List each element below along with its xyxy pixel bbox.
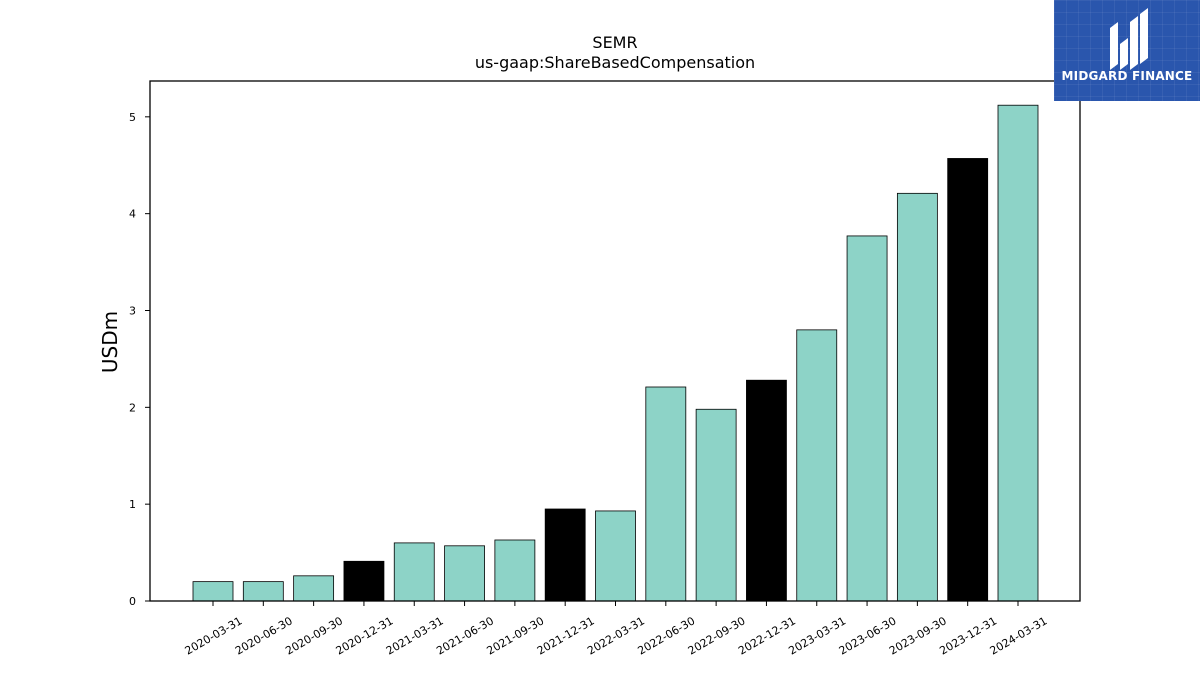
x-axis: 2020-03-312020-06-302020-09-302020-12-31… (183, 601, 1050, 658)
y-axis-label: USDm (98, 311, 122, 373)
bar-2021-06-30 (444, 545, 485, 602)
bar-2020-06-30 (242, 581, 284, 602)
bar-2022-06-30 (645, 386, 687, 602)
y-tick-label: 4 (129, 208, 136, 221)
bar-2024-03-31 (997, 104, 1039, 602)
bar-2023-06-30 (846, 235, 888, 602)
logo-text: MIDGARD FINANCE (1061, 69, 1193, 83)
y-axis: 0 1 2 3 4 5 (129, 111, 150, 608)
x-tick-label: 2024-03-31 (988, 614, 1050, 657)
bar-2022-12-31 (746, 379, 787, 602)
midgard-logo: MIDGARD FINANCE (1054, 0, 1200, 101)
chart-title: SEMR (592, 33, 637, 52)
bar-2020-03-31 (192, 581, 234, 602)
bar-2021-12-31 (544, 508, 586, 602)
chart-subtitle: us-gaap:ShareBasedCompensation (475, 53, 755, 72)
bar-series (192, 104, 1039, 602)
bar-2020-12-31 (343, 560, 385, 602)
bar-2020-09-30 (293, 575, 335, 602)
bar-2021-09-30 (494, 539, 536, 602)
y-tick-label: 0 (129, 595, 136, 608)
y-tick-label: 3 (129, 304, 136, 317)
bar-2022-09-30 (695, 408, 737, 602)
plot-frame (149, 80, 1081, 602)
bar-2023-12-31 (947, 158, 989, 602)
midgard-logo-icon (1110, 8, 1148, 70)
y-tick-label: 5 (129, 111, 136, 124)
bar-2022-03-31 (595, 510, 636, 602)
y-tick-label: 1 (129, 498, 136, 511)
bar-2021-03-31 (393, 542, 435, 602)
bar-2023-09-30 (896, 192, 938, 602)
y-tick-label: 2 (129, 401, 136, 414)
bar-2023-03-31 (796, 329, 838, 602)
